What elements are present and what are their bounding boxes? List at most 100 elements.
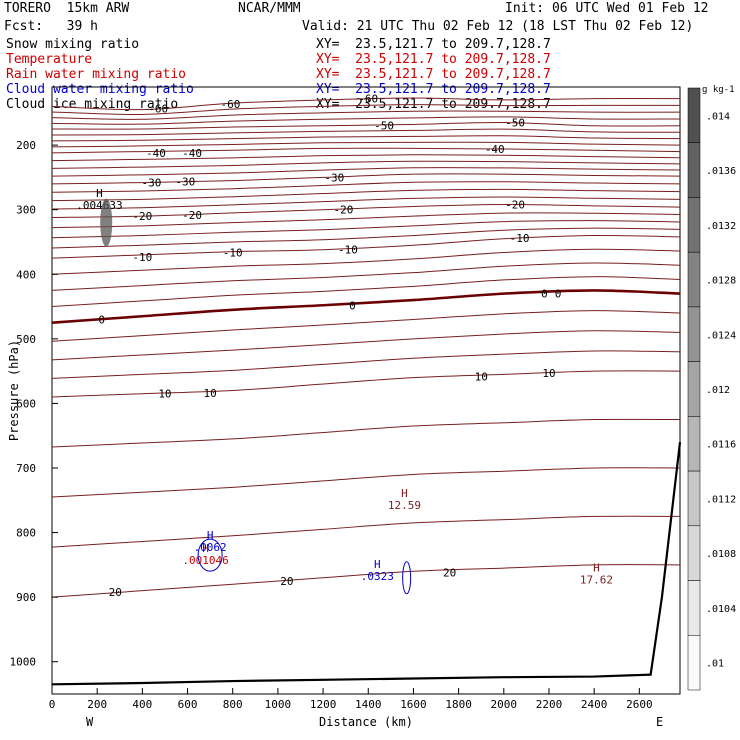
colorbar-segment <box>687 525 701 581</box>
plot-frame <box>51 86 681 695</box>
isotherm-line <box>51 173 681 185</box>
colorbar-units: g kg-1 <box>702 85 735 95</box>
y-tick-label: 1000 <box>10 656 37 669</box>
isotherm-label: 0 <box>349 299 356 312</box>
colorbar-segment <box>687 635 701 691</box>
east-label: E <box>656 715 663 729</box>
field-name-cloud-ice: Cloud ice mixing ratio <box>6 97 179 112</box>
valid-time: Valid: 21 UTC Thu 02 Feb 12 (18 LST Thu … <box>302 19 694 34</box>
maximum-marker: H <box>401 487 408 500</box>
colorbar-segment <box>687 306 701 362</box>
y-axis-label: Pressure (hPa) <box>7 340 21 441</box>
colorbar-tick-label: .01 <box>706 659 724 670</box>
isotherm-line <box>51 248 681 275</box>
isotherm-line <box>51 220 681 239</box>
colorbar-tick-label: .0108 <box>706 549 736 560</box>
x-tick-label: 600 <box>178 698 198 711</box>
colorbar-tick-label: .0124 <box>706 330 736 341</box>
isotherm-label: 20 <box>109 586 122 599</box>
west-label: W <box>86 715 94 729</box>
isotherm-line <box>51 181 681 193</box>
maximum-value: .001046 <box>182 554 228 567</box>
x-tick-label: 1000 <box>265 698 292 711</box>
forecast-hour: Fcst: 39 h <box>4 19 98 34</box>
isotherm-label: 0 <box>541 288 548 301</box>
isotherm-label: 0 <box>98 313 105 326</box>
isotherm-line <box>51 147 681 154</box>
colorbar-tick-label: .0128 <box>706 276 736 287</box>
isotherm-line <box>51 188 681 202</box>
isotherm-label: -20 <box>182 209 202 222</box>
colorbar-tick-label: .0136 <box>706 166 736 177</box>
isotherm-label: 10 <box>475 370 488 383</box>
isotherm-label: -10 <box>510 232 530 245</box>
isotherm-label: -60 <box>221 98 241 111</box>
isotherm-line <box>51 310 681 342</box>
colorbar-segment <box>687 87 701 143</box>
isotherm-label: -50 <box>374 120 394 133</box>
isotherm-line <box>51 227 681 249</box>
maximum-value: .0323 <box>361 570 394 583</box>
isotherm-line <box>51 515 681 548</box>
model-title: TORERO 15km ARW <box>4 1 130 16</box>
isotherm-label: 0 <box>555 288 562 301</box>
isotherm-line <box>51 234 681 259</box>
colorbar-segment <box>687 416 701 472</box>
colorbar-tick-label: .0116 <box>706 440 736 451</box>
isotherm-label: -30 <box>175 175 195 188</box>
isotherm-line <box>51 104 681 116</box>
isotherm-line <box>51 370 681 398</box>
field-name-temperature: Temperature <box>6 52 93 67</box>
isotherm-line <box>51 467 681 498</box>
isotherm-line <box>51 276 681 308</box>
isotherm-label: -30 <box>141 177 161 190</box>
isotherm-label: -60 <box>358 93 378 106</box>
colorbar-tick-label: .0132 <box>706 221 736 232</box>
isotherm-label: 10 <box>542 367 555 380</box>
colorbar-segment <box>687 197 701 253</box>
isotherm-line <box>51 418 681 448</box>
isotherm-label: 20 <box>443 567 456 580</box>
x-tick-label: 800 <box>223 698 243 711</box>
y-tick-label: 600 <box>16 397 36 410</box>
field-xy-temperature: XY= 23.5,121.7 to 209.7,128.7 <box>316 52 551 67</box>
cloud-ice-shading <box>100 198 113 247</box>
colorbar-segment <box>687 470 701 527</box>
y-tick-label: 500 <box>16 333 36 346</box>
center-title: NCAR/MMM <box>238 1 301 16</box>
colorbar-segment <box>687 142 701 198</box>
isotherm-line <box>51 167 681 177</box>
colorbar-tick-label: .0104 <box>706 604 736 615</box>
isotherm-line <box>51 262 681 291</box>
isotherm-label: -60 <box>148 102 168 115</box>
isotherm-label: 10 <box>158 388 171 401</box>
x-tick-label: 0 <box>49 698 56 711</box>
isotherm-line <box>51 128 681 136</box>
y-tick-label: 700 <box>16 462 36 475</box>
isotherm-label: -10 <box>338 244 358 257</box>
isotherm-line <box>51 204 681 218</box>
cloud-water-contour <box>197 538 223 572</box>
x-tick-label: 200 <box>87 698 107 711</box>
x-tick-label: 2400 <box>581 698 608 711</box>
maximum-value: 17.62 <box>580 573 613 586</box>
isotherm-label: -20 <box>132 210 152 223</box>
colorbar-segment <box>687 251 701 308</box>
isotherm-label: -20 <box>333 204 353 217</box>
x-tick-label: 1400 <box>355 698 382 711</box>
y-tick-label: 300 <box>16 204 36 217</box>
init-time: Init: 06 UTC Wed 01 Feb 12 <box>505 1 709 16</box>
field-name-cloud-water: Cloud water mixing ratio <box>6 82 194 97</box>
field-name-rain: Rain water mixing ratio <box>6 67 187 82</box>
colorbar-segment <box>687 361 701 417</box>
maximum-value: .004633 <box>76 199 122 212</box>
isotherm-label: -40 <box>485 143 505 156</box>
cloud-water-contour <box>402 561 412 595</box>
isotherm-label: -50 <box>505 117 525 130</box>
isotherm-line <box>51 110 681 120</box>
y-tick-label: 800 <box>16 527 36 540</box>
maximum-marker: H <box>96 187 103 200</box>
field-name-snow: Snow mixing ratio <box>6 37 140 52</box>
x-tick-label: 2000 <box>491 698 518 711</box>
colorbar-segment <box>687 580 701 636</box>
